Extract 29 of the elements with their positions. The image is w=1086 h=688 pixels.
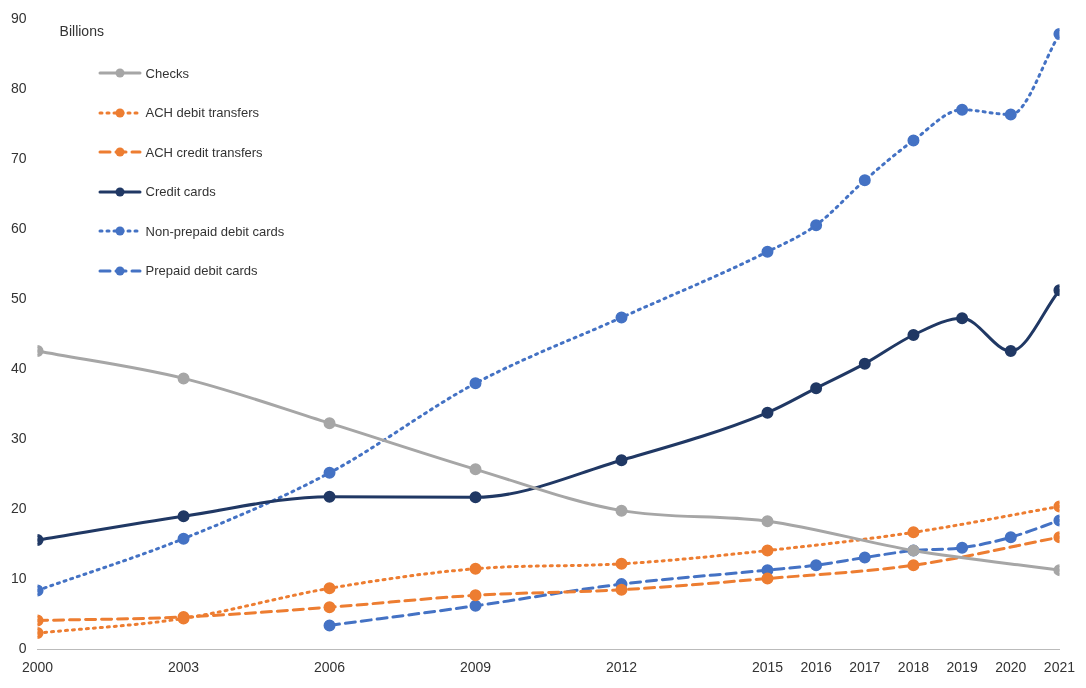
y-tick-label: 0: [18, 640, 27, 657]
x-tick-label: 2019: [946, 659, 978, 676]
y-tick-label: 20: [10, 500, 27, 517]
x-tick-label: 2017: [849, 659, 881, 676]
x-tick-label: 2003: [167, 659, 200, 676]
y-tick-label: 10: [10, 570, 27, 587]
x-tick-label: 2006: [313, 659, 346, 676]
y-tick-label: 30: [10, 430, 27, 447]
y-tick-label: 60: [10, 220, 27, 237]
y-tick-label: 50: [10, 290, 27, 307]
legend-label: ACH credit transfers: [145, 144, 263, 160]
x-tick-label: 2009: [459, 659, 492, 676]
y-axis-title: Billions: [59, 23, 104, 40]
x-tick-label: 2012: [605, 659, 638, 676]
legend-label: Credit cards: [145, 184, 216, 200]
y-tick-label: 80: [10, 80, 27, 97]
y-tick-label: 90: [10, 10, 27, 27]
x-tick-label: 2016: [800, 659, 832, 676]
x-tick-label: 2015: [751, 659, 784, 676]
y-tick-label: 40: [10, 360, 27, 377]
legend-label: Non-prepaid debit cards: [145, 223, 285, 239]
legend-label: Prepaid debit cards: [145, 263, 258, 279]
x-tick-label: 2021: [1043, 659, 1076, 676]
legend-label: Checks: [145, 65, 189, 81]
x-tick-label: 2018: [897, 659, 930, 676]
legend-label: ACH debit transfers: [145, 105, 259, 121]
y-tick-label: 70: [10, 150, 27, 167]
x-tick-label: 2020: [995, 659, 1027, 676]
x-tick-label: 2000: [21, 659, 54, 676]
